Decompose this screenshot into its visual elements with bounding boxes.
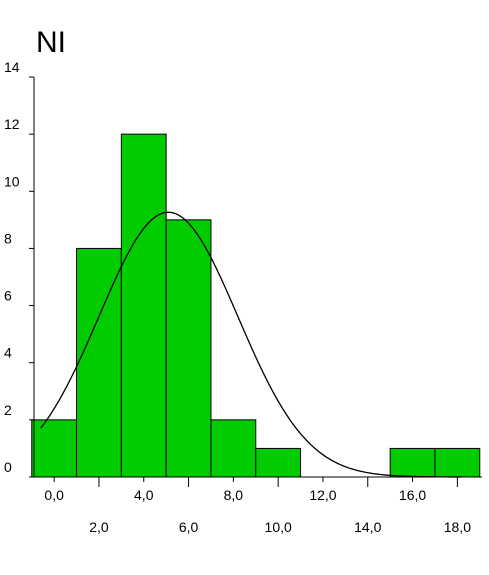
chart-title: NI <box>36 26 66 59</box>
histogram-bar <box>165 219 212 478</box>
histogram-bar <box>210 419 257 478</box>
x-tick-label: 10,0 <box>265 519 292 535</box>
histogram-bar <box>389 447 436 478</box>
normal-curve <box>40 211 462 478</box>
histogram-bar <box>76 247 122 478</box>
x-tick-label: 0,0 <box>44 487 64 503</box>
x-tick-label: 14,0 <box>354 519 381 535</box>
histogram-bar <box>434 447 481 478</box>
y-tick-label: 4 <box>4 345 12 361</box>
y-tick-label: 8 <box>4 230 12 246</box>
bars-group <box>31 133 481 478</box>
x-tick-label: 12,0 <box>309 487 336 503</box>
x-tick-label: 4,0 <box>134 487 154 503</box>
y-tick-label: 12 <box>4 116 20 132</box>
axes-group <box>33 77 482 478</box>
histogram-bar <box>120 133 167 478</box>
y-tick-label: 10 <box>4 173 20 189</box>
x-tick-label: 2,0 <box>89 519 109 535</box>
histogram-bar <box>31 419 78 478</box>
x-tick-label: 18,0 <box>444 519 471 535</box>
histogram-bar <box>255 447 302 478</box>
x-tick-label: 8,0 <box>224 487 244 503</box>
ticks-group: 0 2 4 6 8 10 12 14 0,0 2,0 4,0 6,0 8,0 10,0 12,0 14,0 16… <box>4 59 471 535</box>
y-tick-label: 2 <box>4 402 12 418</box>
y-tick-label: 14 <box>4 59 20 75</box>
y-tick-label: 6 <box>4 288 12 304</box>
x-tick-label: 16,0 <box>399 487 426 503</box>
x-tick-label: 6,0 <box>179 519 199 535</box>
y-tick-label: 0 <box>4 459 12 475</box>
